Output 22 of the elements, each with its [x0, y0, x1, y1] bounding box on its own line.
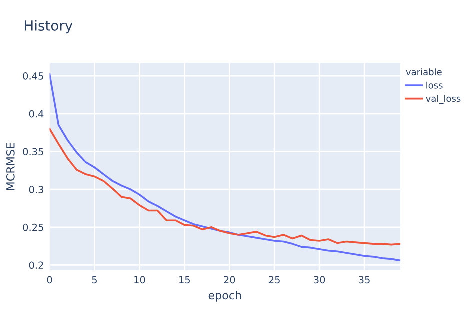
x-axis-title: epoch	[208, 291, 242, 302]
y-axis-title: MCRMSE	[6, 143, 15, 190]
x-tick-label: 0	[47, 276, 52, 284]
y-tick-label: 0.3	[29, 186, 44, 194]
y-tick-label: 0.35	[23, 148, 44, 156]
legend-label: val_loss	[426, 95, 461, 104]
line-series	[50, 74, 401, 262]
chart-title: History	[25, 20, 73, 34]
x-tick-label: 5	[92, 276, 97, 284]
x-tick-label: 20	[224, 276, 236, 284]
x-tick-label: 25	[269, 276, 280, 284]
y-tick-label: 0.45	[23, 72, 44, 80]
y-tick-label: 0.4	[29, 110, 44, 118]
y-tick-label: 0.2	[29, 262, 44, 270]
line-series	[50, 128, 401, 246]
legend-label: loss	[426, 82, 443, 89]
x-tick-label: 15	[180, 276, 190, 284]
y-tick-label: 0.25	[23, 224, 44, 232]
legend-title: variable	[406, 68, 442, 76]
x-tick-label: 10	[134, 276, 146, 284]
x-tick-label: 30	[314, 276, 326, 284]
x-tick-label: 35	[359, 276, 370, 284]
